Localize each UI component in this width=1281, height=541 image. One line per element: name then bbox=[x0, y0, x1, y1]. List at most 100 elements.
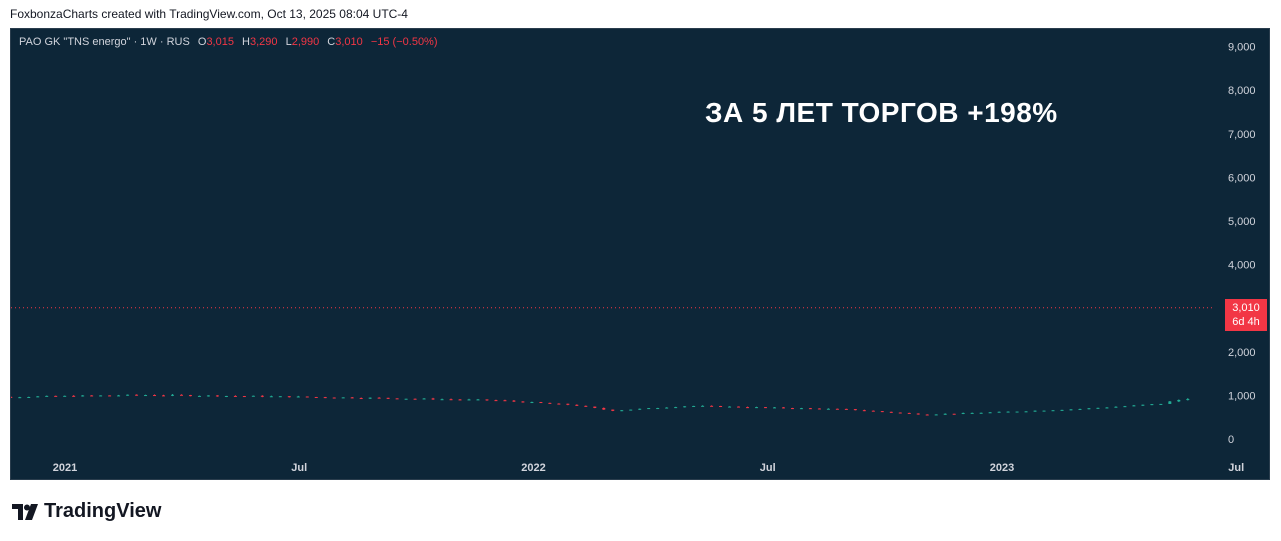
candle-body bbox=[611, 409, 615, 411]
candle-body bbox=[431, 398, 435, 400]
candle-body bbox=[144, 395, 148, 397]
candle-body bbox=[224, 395, 228, 397]
candle-body bbox=[674, 407, 678, 409]
candle-body bbox=[844, 408, 848, 410]
low-value: 2,990 bbox=[291, 36, 320, 48]
candle-body bbox=[853, 409, 857, 411]
x-tick-label: 2021 bbox=[53, 462, 77, 474]
candle-body bbox=[260, 395, 264, 397]
close-label: C bbox=[327, 36, 336, 48]
symbol-name: PAO GK "TNS energo" · 1W · RUS bbox=[19, 36, 190, 48]
candlestick-chart[interactable]: 01,0002,0003,0004,0005,0006,0007,0008,00… bbox=[11, 29, 1270, 480]
candle-body bbox=[485, 399, 489, 401]
candle-body bbox=[1123, 406, 1127, 408]
candle-body bbox=[476, 399, 480, 401]
candle-body bbox=[629, 409, 633, 411]
candle-body bbox=[692, 405, 696, 407]
candle-body bbox=[54, 395, 58, 397]
candle-body bbox=[242, 396, 246, 398]
x-tick-label: 2022 bbox=[521, 462, 545, 474]
candle-body bbox=[1150, 404, 1154, 406]
close-value: 3,010 bbox=[335, 36, 363, 48]
candle-body bbox=[557, 403, 561, 405]
candle-body bbox=[153, 395, 157, 397]
candle-body bbox=[548, 402, 552, 404]
y-tick-label: 6,000 bbox=[1228, 172, 1256, 184]
candle-body bbox=[656, 408, 660, 410]
candle-body bbox=[368, 397, 372, 399]
chart-caption: FoxbonzaCharts created with TradingView.… bbox=[10, 7, 408, 21]
candle-body bbox=[45, 395, 49, 397]
candle-body bbox=[323, 397, 327, 399]
x-tick-label: 2023 bbox=[990, 462, 1014, 474]
chart-area[interactable]: 01,0002,0003,0004,0005,0006,0007,0008,00… bbox=[10, 28, 1270, 480]
y-tick-label: 7,000 bbox=[1228, 129, 1256, 141]
candle-body bbox=[63, 395, 67, 397]
candle-body bbox=[494, 400, 498, 402]
candle-body bbox=[916, 413, 920, 415]
candle-body bbox=[1078, 408, 1082, 410]
last-price-value: 3,010 bbox=[1232, 302, 1260, 314]
candle-body bbox=[862, 410, 866, 412]
candle-body bbox=[979, 412, 983, 414]
candle-body bbox=[781, 407, 785, 409]
candle-body bbox=[710, 405, 714, 407]
candle-body bbox=[1105, 407, 1109, 409]
candle-body bbox=[27, 396, 31, 398]
candle-body bbox=[404, 398, 408, 400]
candle-body bbox=[135, 394, 139, 396]
candle-body bbox=[737, 406, 741, 408]
candle-body bbox=[1024, 411, 1028, 413]
candle-body bbox=[746, 407, 750, 409]
candle-body bbox=[871, 410, 875, 412]
candle-body bbox=[36, 396, 40, 398]
candle-body bbox=[1168, 401, 1172, 404]
candle-body bbox=[1006, 411, 1010, 413]
candle-body bbox=[413, 398, 417, 400]
candle-body bbox=[377, 397, 381, 399]
candle-body bbox=[278, 396, 282, 398]
candle-body bbox=[269, 396, 273, 398]
candle-body bbox=[90, 395, 94, 397]
last-price-badge: 3,010 6d 4h bbox=[1225, 299, 1267, 331]
candle-body bbox=[772, 407, 776, 409]
open-value: 3,015 bbox=[206, 36, 234, 48]
candle-body bbox=[934, 414, 938, 416]
open-label: O bbox=[197, 36, 207, 48]
high-value: 3,290 bbox=[249, 36, 278, 48]
candle-body bbox=[1069, 409, 1073, 411]
candle-body bbox=[952, 413, 956, 415]
candle-body bbox=[683, 406, 687, 408]
candle-body bbox=[1051, 410, 1055, 412]
candle-body bbox=[539, 402, 543, 404]
tradingview-logo-icon bbox=[12, 503, 38, 520]
tradingview-wordmark: TradingView bbox=[44, 500, 162, 522]
candle-body bbox=[638, 408, 642, 410]
candle-body bbox=[503, 400, 507, 402]
candle-body bbox=[1087, 408, 1091, 410]
candle-body bbox=[512, 400, 516, 402]
tradingview-brand[interactable]: TradingView bbox=[12, 500, 161, 523]
change-value: −15 (−0.50%) bbox=[370, 36, 438, 48]
candle-body bbox=[99, 395, 103, 397]
y-tick-label: 2,000 bbox=[1228, 347, 1256, 359]
candle-body bbox=[925, 414, 929, 416]
candle-body bbox=[81, 395, 85, 397]
y-tick-label: 9,000 bbox=[1228, 42, 1256, 54]
candle-body bbox=[575, 404, 579, 406]
candle-body bbox=[1060, 409, 1064, 411]
candle-body bbox=[665, 407, 669, 409]
candle-body bbox=[943, 413, 947, 415]
candle-body bbox=[386, 397, 390, 399]
candle-body bbox=[1114, 406, 1118, 408]
candle-body bbox=[458, 399, 462, 401]
x-tick-label: Jul bbox=[1228, 462, 1244, 474]
symbol-legend: PAO GK "TNS energo" · 1W · RUS O3,015 H3… bbox=[19, 36, 438, 48]
candle-body bbox=[701, 405, 705, 407]
x-tick-label: Jul bbox=[291, 462, 307, 474]
candle-body bbox=[826, 408, 830, 410]
candle-body bbox=[961, 412, 965, 414]
candle-body bbox=[341, 397, 345, 399]
low-label: L bbox=[285, 36, 292, 48]
y-tick-label: 1,000 bbox=[1228, 390, 1256, 402]
